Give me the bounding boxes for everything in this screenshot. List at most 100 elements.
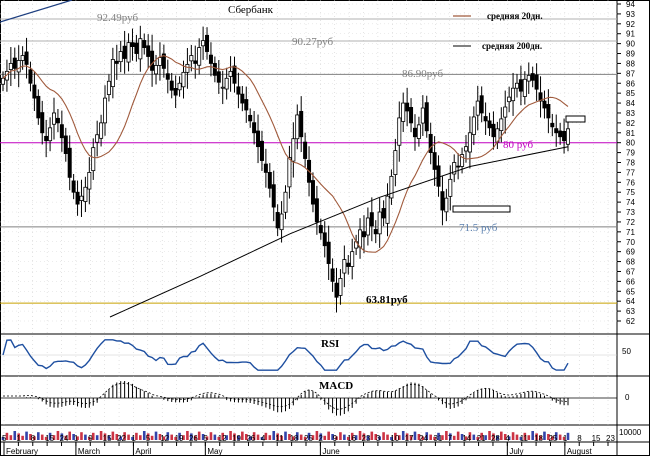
volume-bar	[562, 437, 566, 440]
candle-body	[424, 102, 429, 132]
volume-bar	[464, 436, 468, 440]
volume-bar	[527, 435, 531, 440]
date-tick-label: 4	[505, 434, 510, 443]
volume-bar	[150, 435, 154, 440]
date-tick-label: 26	[189, 434, 198, 443]
callout-box-low	[452, 205, 511, 213]
rsi-line	[2, 339, 569, 371]
volume-bar	[425, 432, 429, 440]
candle-body	[346, 262, 351, 267]
volume-bar	[335, 436, 338, 440]
candle-body	[291, 138, 296, 162]
vertical-gridlines	[3, 0, 609, 442]
volume-bar	[205, 436, 209, 440]
price-tick-label: 81	[626, 129, 635, 138]
macd-label: MACD	[319, 380, 353, 392]
candle-body	[87, 172, 92, 190]
volume-bar	[201, 434, 205, 440]
date-tick-label: 3	[376, 434, 381, 443]
volume-bar	[421, 436, 425, 440]
candle-body	[491, 123, 496, 138]
volume-bar	[72, 434, 75, 440]
candle-body	[16, 60, 21, 73]
candle-body	[28, 69, 33, 84]
volume-bar	[272, 431, 276, 440]
volume-bar	[119, 436, 123, 440]
candle-body	[381, 208, 386, 219]
price-tick-label: 63	[626, 307, 635, 316]
candle-body	[220, 86, 225, 89]
volume-bar	[84, 434, 87, 440]
candle-body	[197, 47, 202, 66]
candle-body	[377, 211, 382, 235]
date-tick-label: 4	[261, 434, 266, 443]
price-tick-label: 76	[626, 178, 635, 187]
volume-bar	[142, 431, 146, 440]
volume-bar	[437, 432, 440, 440]
candle-body	[130, 42, 135, 47]
date-tick-label: 1	[563, 434, 568, 443]
legend-label-ma20: средняя 20дн.	[487, 11, 543, 21]
candle-body	[48, 127, 53, 142]
date-tick-label: 28	[491, 434, 500, 443]
date-tick-label: 2	[318, 434, 323, 443]
candle-body	[150, 50, 155, 71]
volume-bar	[256, 434, 260, 440]
date-tick-label: 11	[275, 434, 284, 443]
volume-bar	[213, 434, 217, 440]
volume-bar	[394, 432, 397, 440]
candle-body	[169, 80, 174, 91]
candle-body	[36, 95, 41, 119]
date-tick-label: 17	[405, 434, 414, 443]
candle-body	[318, 225, 323, 234]
legend-label-ma200: средняя 200дн.	[482, 41, 542, 51]
month-label: March	[78, 447, 100, 456]
candle-body	[397, 117, 402, 146]
volume-bar	[135, 432, 138, 440]
candle-body	[416, 124, 421, 139]
candle-body	[554, 128, 559, 134]
legend: средняя 20дн. средняя 200дн.	[453, 11, 543, 51]
volume-bar	[558, 434, 562, 440]
volume-bar	[401, 431, 405, 440]
volume-bar	[480, 432, 483, 440]
candle-body	[283, 191, 288, 213]
date-tick-label: 19	[175, 434, 184, 443]
candle-body	[432, 152, 437, 170]
volume-bar	[382, 432, 385, 440]
volume-bar	[460, 434, 464, 440]
candle-body	[518, 79, 523, 92]
volume-bar	[354, 435, 358, 440]
date-tick-label: 19	[232, 434, 241, 443]
annotation-63-81: 63.81руб	[366, 294, 408, 306]
candle-body	[303, 141, 308, 159]
date-tick-label: 5	[2, 434, 7, 443]
candle-body	[436, 165, 441, 187]
volume-bar	[543, 431, 546, 440]
volume-bar	[288, 434, 291, 440]
volume-bar	[99, 431, 103, 440]
candle-body	[503, 106, 508, 118]
candle-body	[8, 63, 13, 70]
date-tick-label: 18	[290, 434, 299, 443]
date-tick-label: 8	[577, 434, 582, 443]
price-tick-label: 67	[626, 267, 635, 276]
date-tick-label: 8	[31, 434, 36, 443]
price-tick-label: 85	[626, 89, 635, 98]
volume-bar	[5, 432, 9, 440]
annotation-80: 80 руб	[503, 139, 533, 151]
candle-body	[118, 51, 123, 63]
volume-bar	[519, 437, 523, 440]
price-tick-label: 64	[626, 297, 635, 306]
candle-body	[522, 78, 527, 97]
price-tick-label: 80	[626, 139, 635, 148]
candle-body	[79, 195, 84, 201]
candle-body	[452, 162, 457, 175]
candle-body	[314, 198, 319, 223]
date-tick-label: 22	[117, 434, 126, 443]
month-label: August	[567, 447, 593, 456]
volume-bar	[343, 434, 346, 440]
candle-body	[475, 100, 480, 116]
price-tick-label: 71	[626, 228, 635, 237]
